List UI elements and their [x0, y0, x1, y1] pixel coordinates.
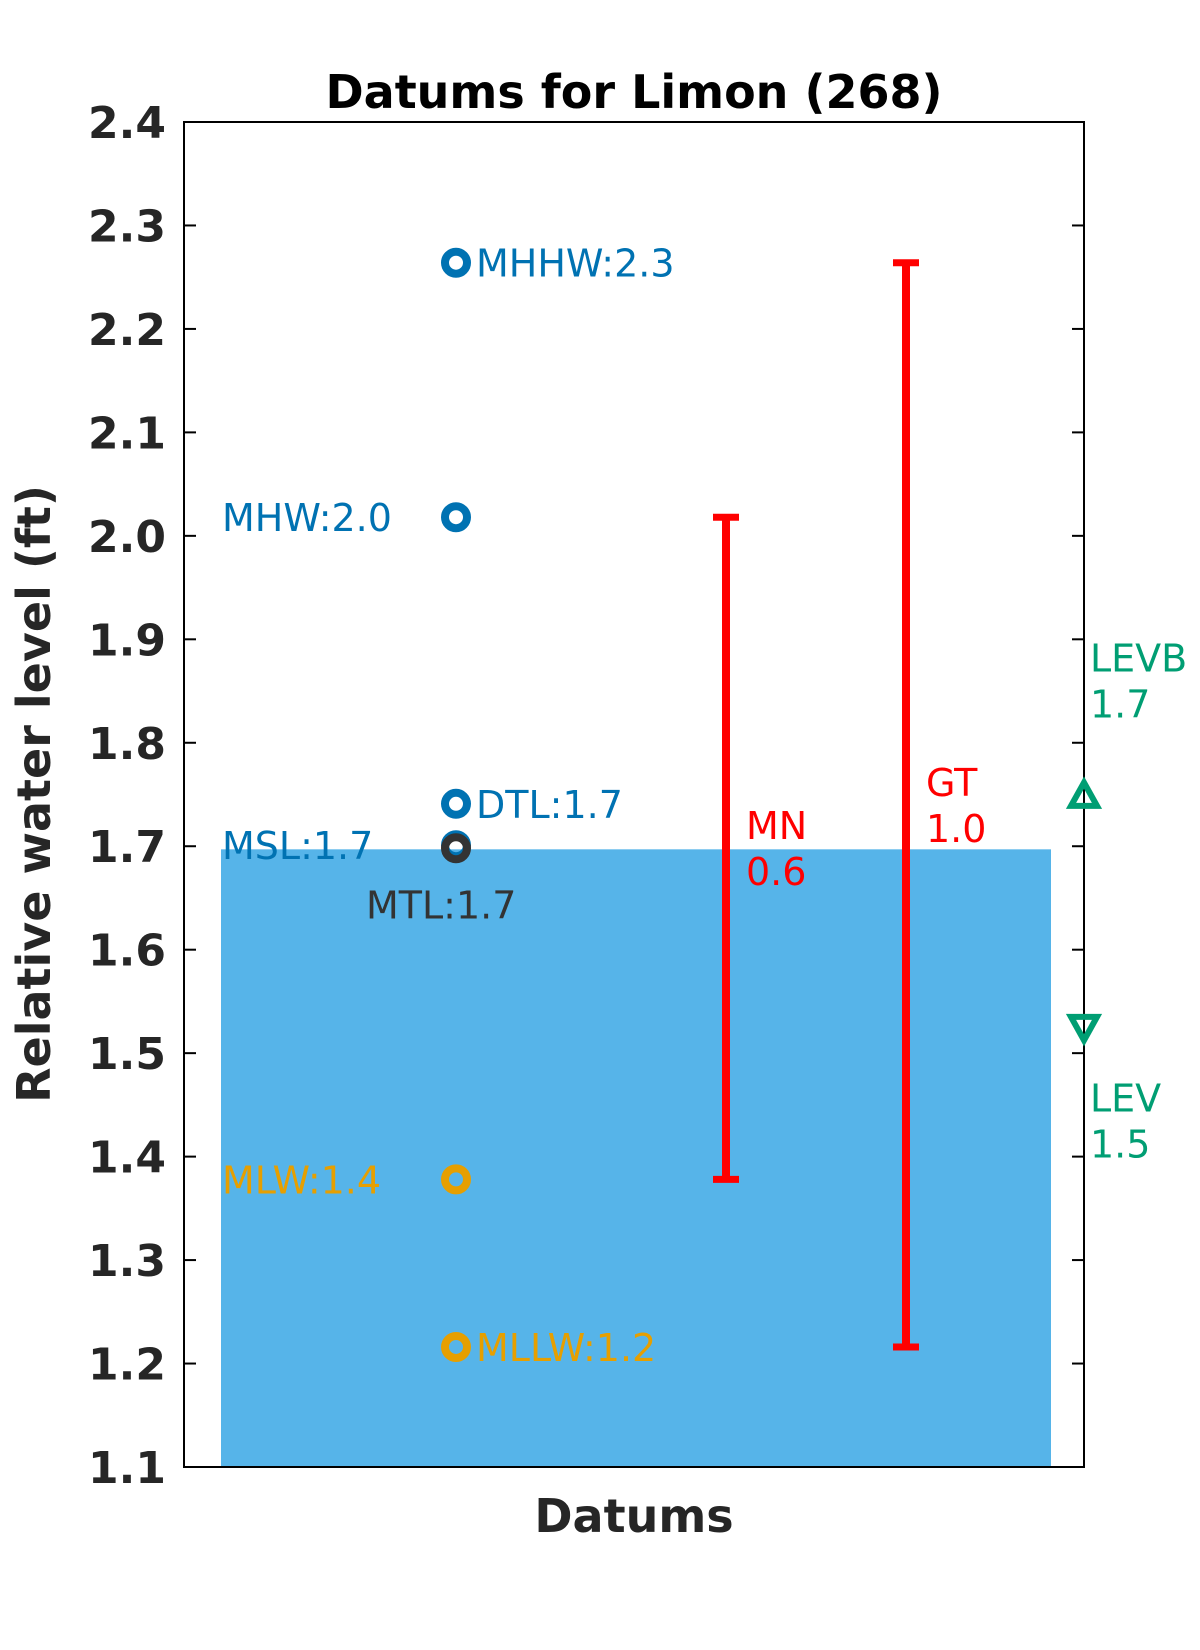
y-tick-label: 1.3 [88, 1236, 166, 1287]
y-tick-label: 1.2 [88, 1340, 166, 1391]
y-tick-label: 1.5 [88, 1029, 166, 1080]
y-tick-label: 2.4 [88, 98, 166, 149]
datum-marker-mhhw [441, 247, 471, 278]
y-tick-label: 1.6 [88, 926, 166, 977]
extreme-label-levb: LEVB [1090, 637, 1187, 681]
datum-marker-dtl [441, 788, 471, 819]
extreme-value-levb: 1.7 [1090, 683, 1150, 727]
range-label-mn: MN [746, 804, 807, 848]
y-tick-label: 2.3 [88, 201, 166, 252]
datum-label-mhw: MHW:2.0 [222, 496, 392, 540]
datum-marker-mllw [441, 1331, 471, 1362]
water-level-bar [221, 849, 1051, 1467]
range-value-mn: 0.6 [746, 850, 806, 894]
datum-label-mllw: MLLW:1.2 [476, 1326, 656, 1370]
y-tick-label: 1.7 [88, 822, 166, 873]
datum-marker-mlw [441, 1164, 471, 1195]
chart-title: Datums for Limon (268) [325, 65, 942, 119]
y-tick-label: 2.2 [88, 305, 166, 356]
datum-label-dtl: DTL:1.7 [476, 783, 623, 827]
datum-label-mlw: MLW:1.4 [222, 1158, 381, 1202]
extreme-value-lev: 1.5 [1090, 1122, 1150, 1166]
datum-label-msl: MSL:1.7 [222, 824, 373, 868]
y-tick-label: 1.4 [88, 1133, 166, 1184]
range-value-gt: 1.0 [926, 807, 986, 851]
y-tick-label: 2.0 [88, 512, 166, 563]
y-tick-label: 1.8 [88, 719, 166, 770]
y-tick-label: 1.1 [88, 1443, 166, 1494]
range-label-gt: GT [926, 761, 978, 805]
extreme-marker-levb [1065, 776, 1103, 809]
datum-marker-mtl [441, 833, 471, 864]
extreme-label-lev: LEV [1090, 1076, 1161, 1120]
x-axis-label: Datums [534, 1489, 733, 1543]
y-axis-label: Relative water level (ft) [7, 485, 61, 1103]
datum-label-mtl: MTL:1.7 [366, 883, 516, 927]
datum-marker-mhw [441, 502, 471, 533]
extreme-marker-lev [1065, 1013, 1103, 1047]
y-tick-label: 2.1 [88, 408, 166, 459]
datum-label-mhhw: MHHW:2.3 [476, 242, 675, 286]
y-tick-label: 1.9 [88, 615, 166, 666]
plot-frame [183, 121, 1085, 1468]
